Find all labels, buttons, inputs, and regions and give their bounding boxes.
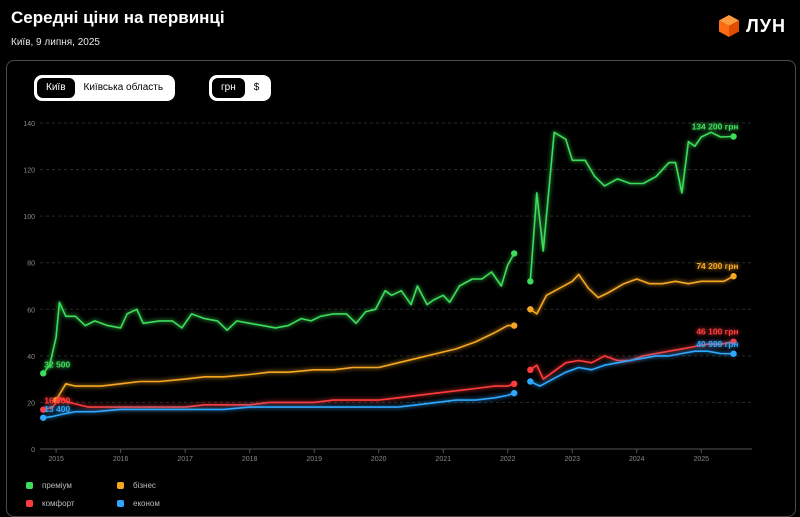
x-tick-label: 2024 [629,456,645,463]
x-tick-label: 2025 [694,456,710,463]
series-point-comfort [730,338,737,345]
y-tick-label: 140 [23,121,35,128]
legend-item-econom[interactable]: економ [117,499,160,508]
chart-grid [40,122,752,450]
series-point-econom [730,350,737,357]
series-point-premium [527,278,534,285]
legend-swatch-comfort [26,500,33,507]
x-tick-label: 2022 [500,456,516,463]
legend-item-business[interactable]: бізнес [117,481,156,490]
page-title: Середні ціни на первинці [11,8,225,27]
legend-item-comfort[interactable]: комфорт [26,499,75,508]
series-line-premium [529,131,734,282]
series-point-premium [730,133,737,140]
chart-panel: Київ Київська область грн $ 0 20 40 60 80 100… [6,60,796,517]
region-option-kyiv-oblast[interactable]: Київська область [83,82,164,93]
legend-swatch-econom [117,500,124,507]
y-tick-label: 100 [23,214,35,221]
series-line-econom [529,350,734,387]
legend-item-premium[interactable]: преміум [26,481,72,490]
series-point-comfort [527,366,534,374]
y-tick-label: 120 [23,168,35,175]
y-tick-label: 80 [27,261,35,268]
series-point-econom [527,378,534,385]
series-point-business [52,396,60,404]
legend-label-business: бізнес [133,481,156,490]
header: Середні ціни на первинці Київ, 9 липня, … [0,0,800,60]
logo-text: ЛУН [746,15,786,36]
series-point-business [730,273,737,280]
x-tick-label: 2021 [435,456,451,463]
x-tick-label: 2016 [113,456,129,463]
y-tick-label: 20 [27,400,35,407]
price-line-chart: 0 20 40 60 80 100 120 140 2015 2016 2017 2018 2019 20… [23,121,752,463]
currency-option-uah[interactable]: грн [212,78,245,98]
chart-labels: 32 500 134 200 грн 74 200 грн 16 900 46 100 … [44,122,738,414]
legend-swatch-premium [26,482,33,489]
region-option-kyiv[interactable]: Київ [37,78,75,98]
series-line-premium [42,253,515,374]
legend-label-econom: економ [133,499,160,508]
legend-label-premium: преміум [42,481,72,490]
currency-option-usd[interactable]: $ [253,82,260,93]
series-point-premium [40,370,47,377]
start-label-comfort: 16 900 [44,396,70,406]
legend-swatch-business [117,482,124,489]
series-point-comfort [40,406,47,413]
y-tick-label: 60 [27,307,35,314]
end-label-econom: 40 900 грн [696,339,738,349]
page-subtitle: Київ, 9 липня, 2025 [11,37,100,48]
series-point-premium [510,250,518,257]
region-toggle: Київ Київська область [34,75,176,101]
end-label-comfort: 46 100 грн [696,327,738,337]
x-tick-label: 2015 [48,456,64,463]
series-point-econom [510,389,518,397]
chart-series [40,131,737,421]
series-line-comfort [529,340,734,380]
start-label-premium: 32 500 [44,359,70,369]
chart-axes: 0 20 40 60 80 100 120 140 2015 2016 2017 2018 2019 20… [23,121,709,463]
x-tick-label: 2019 [306,456,322,463]
currency-toggle: грн $ [209,75,272,101]
x-tick-label: 2020 [371,456,387,463]
x-tick-label: 2018 [242,456,258,463]
series-line-business [55,324,515,401]
series-line-comfort [43,383,515,411]
y-tick-label: 40 [27,354,35,361]
start-label-econom: 13 400 [44,404,70,414]
end-label-premium: 134 200 грн [692,122,739,132]
series-point-business [527,306,534,313]
logo: ЛУН [718,14,786,38]
series-line-business [529,273,734,315]
series-point-comfort [510,380,518,387]
x-tick-label: 2017 [177,456,193,463]
cube-icon [719,15,740,37]
series-line-econom [43,392,515,419]
end-label-business: 74 200 грн [696,261,738,271]
series-point-business [510,322,518,329]
x-tick-label: 2023 [564,456,580,463]
series-point-econom [40,414,47,421]
y-tick-label: 0 [31,447,35,454]
legend-label-comfort: комфорт [42,499,75,508]
